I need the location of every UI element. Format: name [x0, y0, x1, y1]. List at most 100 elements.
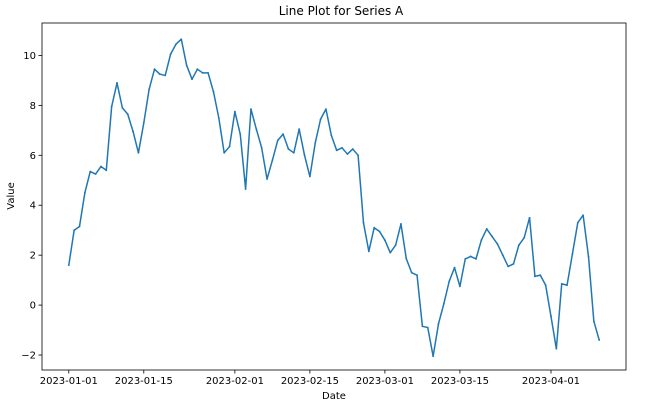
data-point: [539, 274, 542, 277]
data-point: [335, 149, 338, 152]
data-point: [351, 148, 354, 150]
data-point: [282, 133, 284, 135]
y-axis: −2 0 2 4 6 8 10: [21, 51, 42, 362]
data-point: [191, 78, 193, 81]
data-point: [582, 214, 585, 217]
data-point: [330, 134, 333, 137]
data-point: [523, 236, 526, 239]
data-point: [421, 325, 424, 328]
x-tick-label: 2023-02-01: [206, 376, 264, 387]
data-point: [158, 73, 161, 76]
x-tick-label: 2023-03-15: [431, 376, 489, 387]
data-point: [442, 302, 445, 305]
data-point: [341, 146, 343, 149]
data-point: [207, 72, 209, 74]
data-point: [410, 271, 413, 274]
chart-title: Line Plot for Series A: [279, 4, 404, 18]
data-point: [389, 251, 392, 254]
x-axis-label: Date: [322, 391, 346, 402]
data-point: [576, 221, 579, 224]
data-point: [100, 165, 102, 168]
data-point: [132, 130, 134, 133]
data-point: [373, 226, 376, 229]
y-tick-label: 4: [30, 201, 36, 212]
x-axis: 2023-01-01 2023-01-15 2023-02-01 2023-02-15…: [40, 370, 580, 387]
data-point: [276, 139, 279, 142]
x-tick-label: 2023-01-15: [115, 376, 173, 387]
data-point: [83, 191, 86, 194]
data-point: [475, 258, 477, 260]
plot-frame: [41, 22, 627, 371]
y-tick-label: 10: [23, 51, 36, 62]
data-point: [148, 88, 151, 91]
data-point: [94, 173, 97, 175]
data-point: [550, 315, 552, 318]
data-point: [126, 113, 129, 116]
data-point: [292, 151, 295, 154]
data-points: [67, 38, 601, 358]
data-point: [67, 264, 70, 267]
data-point: [228, 145, 231, 148]
data-point: [180, 38, 183, 41]
data-point: [121, 106, 124, 109]
data-point: [534, 275, 536, 278]
data-point: [587, 255, 590, 258]
data-point: [566, 284, 568, 287]
data-point: [142, 121, 145, 124]
data-point: [394, 244, 397, 247]
data-point: [89, 170, 92, 173]
data-point: [469, 255, 472, 258]
data-point: [501, 254, 504, 257]
data-point: [459, 285, 461, 288]
data-point: [271, 159, 274, 162]
y-tick-label: 2: [30, 251, 36, 262]
data-point: [362, 221, 365, 224]
data-point: [287, 148, 290, 150]
data-point: [464, 258, 467, 260]
data-point: [598, 339, 601, 341]
data-point: [233, 110, 236, 113]
data-point: [185, 64, 188, 67]
data-point: [78, 225, 81, 228]
data-point: [555, 347, 558, 350]
x-tick-label: 2023-02-15: [281, 376, 339, 387]
data-point: [448, 280, 451, 283]
data-point: [319, 118, 322, 121]
data-point: [239, 133, 242, 135]
data-point: [405, 258, 408, 260]
data-point: [212, 90, 215, 93]
data-point: [116, 82, 118, 84]
data-point: [384, 239, 386, 242]
data-point: [400, 223, 402, 225]
data-point: [378, 230, 381, 233]
x-tick-label: 2023-04-01: [522, 376, 580, 387]
y-tick-label: 8: [30, 101, 36, 112]
data-point: [491, 235, 493, 238]
data-point: [528, 216, 531, 219]
data-point: [250, 108, 252, 111]
data-point: [255, 128, 258, 131]
data-point: [485, 228, 488, 230]
data-point: [298, 128, 301, 131]
series-a-line: [68, 38, 600, 358]
data-point: [517, 244, 520, 247]
data-point: [507, 265, 510, 268]
data-point: [432, 355, 435, 358]
data-point: [346, 153, 349, 155]
data-point: [223, 151, 226, 154]
y-tick-label: 6: [30, 151, 36, 162]
data-point: [244, 188, 247, 190]
y-tick-label: 0: [30, 301, 36, 312]
data-point: [560, 282, 563, 285]
data-point: [266, 178, 268, 180]
data-point: [217, 116, 220, 119]
data-point: [260, 146, 263, 149]
data-point: [175, 43, 177, 46]
data-point: [512, 263, 515, 265]
data-point: [480, 239, 483, 242]
data-point: [416, 274, 418, 277]
data-point: [496, 243, 499, 245]
data-point: [367, 250, 370, 253]
data-point: [110, 105, 113, 108]
x-tick-label: 2023-03-01: [356, 376, 414, 387]
